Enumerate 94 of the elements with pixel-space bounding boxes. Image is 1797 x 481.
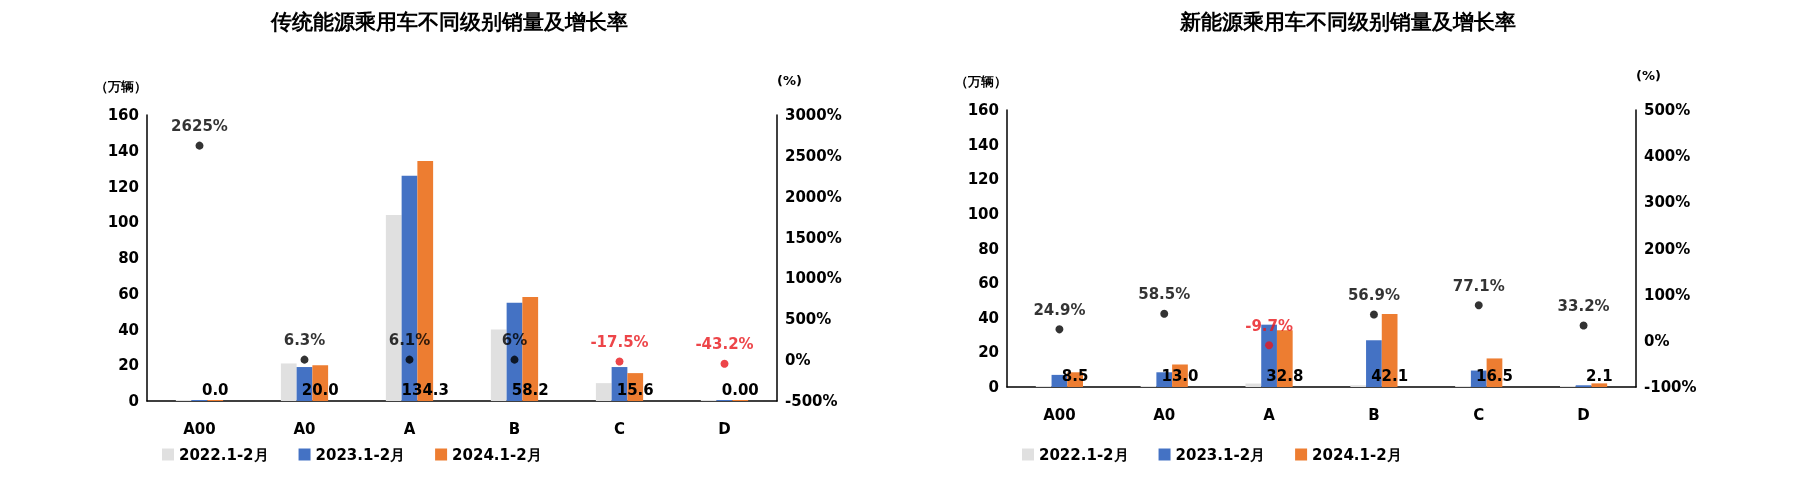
data-label: 13.0 xyxy=(1161,366,1199,385)
legend-label: 2024.1-2月 xyxy=(452,445,542,464)
point xyxy=(1369,310,1378,319)
x-tick-label: D xyxy=(718,419,731,438)
data-label: 6.1% xyxy=(388,331,431,350)
point xyxy=(615,357,624,366)
data-label: -43.2% xyxy=(695,335,754,354)
y2-tick-label: 500% xyxy=(1644,101,1691,119)
bar xyxy=(1591,383,1608,387)
x-tick-label: D xyxy=(1577,405,1590,424)
y2-tick-label: 100% xyxy=(1644,285,1691,304)
y-axis-title: （万辆） xyxy=(955,74,1007,89)
data-label: 0.00 xyxy=(721,380,759,399)
chart-title: 传统能源乘用车不同级别销量及增长率 xyxy=(269,9,628,34)
x-tick-label: B xyxy=(1368,405,1380,424)
y2-tick-label: 200% xyxy=(1644,239,1691,258)
data-label: -17.5% xyxy=(590,333,649,352)
y-tick-label: 60 xyxy=(118,284,139,303)
y-tick-label: 60 xyxy=(978,274,999,293)
data-label: 58.2 xyxy=(511,380,549,399)
point xyxy=(1474,301,1483,310)
y-tick-label: 100 xyxy=(107,213,139,232)
y-axis-title: （万辆） xyxy=(95,79,147,94)
y2-axis-title: (%) xyxy=(777,73,802,88)
point xyxy=(1265,341,1274,350)
data-label: -9.7% xyxy=(1245,316,1293,335)
data-label: 33.2% xyxy=(1557,297,1610,316)
x-tick-label: A xyxy=(403,419,416,438)
legend-label: 2022.1-2月 xyxy=(179,445,269,464)
x-tick-label: A0 xyxy=(1153,405,1176,424)
data-label: 58.5% xyxy=(1138,285,1191,304)
point xyxy=(720,359,729,368)
y2-tick-label: 2000% xyxy=(785,187,842,206)
x-tick-label: A00 xyxy=(183,419,216,438)
data-label: 134.3 xyxy=(401,380,449,399)
point xyxy=(300,355,309,364)
point xyxy=(1055,325,1064,334)
x-tick-label: A0 xyxy=(293,419,316,438)
y2-tick-label: 0% xyxy=(1644,331,1670,350)
y2-tick-label: 2500% xyxy=(785,146,842,165)
y2-tick-label: 3000% xyxy=(785,106,842,124)
data-label: 6.3% xyxy=(283,331,326,350)
y2-tick-label: -500% xyxy=(785,392,838,410)
point xyxy=(1160,309,1169,318)
y-tick-label: 40 xyxy=(978,308,999,327)
data-label: 2.1 xyxy=(1586,366,1613,385)
y-tick-label: 0 xyxy=(128,392,139,410)
x-tick-label: C xyxy=(613,419,626,438)
point xyxy=(195,141,204,150)
y-tick-label: 20 xyxy=(978,343,999,362)
x-tick-label: A00 xyxy=(1043,405,1076,424)
legend-label: 2023.1-2月 xyxy=(315,445,406,464)
legend-label: 2022.1-2月 xyxy=(1039,445,1129,464)
y2-tick-label: 400% xyxy=(1644,147,1691,166)
y2-tick-label: 1500% xyxy=(785,228,842,247)
point xyxy=(405,355,414,364)
data-label: 77.1% xyxy=(1452,276,1505,295)
x-tick-label: C xyxy=(1473,405,1485,424)
bar xyxy=(595,383,612,401)
data-label: 42.1 xyxy=(1371,366,1409,385)
chart-title: 新能源乘用车不同级别销量及增长率 xyxy=(1178,9,1516,34)
data-label: 20.0 xyxy=(301,380,339,399)
x-tick-label: B xyxy=(508,419,521,438)
y2-tick-label: 300% xyxy=(1644,193,1691,212)
y-tick-label: 140 xyxy=(107,141,139,160)
y-tick-label: 160 xyxy=(967,101,999,119)
y-tick-label: 120 xyxy=(107,177,139,196)
y-tick-label: 140 xyxy=(967,135,999,154)
x-tick-label: A xyxy=(1263,405,1276,424)
data-label: 24.9% xyxy=(1033,300,1086,319)
point xyxy=(1579,321,1588,330)
y2-tick-label: 1000% xyxy=(785,269,842,288)
data-label: 15.6 xyxy=(616,380,654,399)
y-tick-label: 120 xyxy=(967,170,999,189)
y-tick-label: 160 xyxy=(107,106,139,124)
bar xyxy=(280,363,297,401)
y2-tick-label: -100% xyxy=(1644,378,1697,396)
data-label: 16.5 xyxy=(1475,366,1513,385)
legend-label: 2024.1-2月 xyxy=(1312,445,1402,464)
y-tick-label: 80 xyxy=(118,249,139,267)
y2-tick-label: 500% xyxy=(785,310,832,329)
data-label: 0.0 xyxy=(201,380,229,399)
point xyxy=(510,355,519,364)
y-tick-label: 40 xyxy=(118,320,139,339)
legend-label: 2023.1-2月 xyxy=(1175,445,1266,464)
y2-axis-title: (%) xyxy=(1636,68,1661,83)
y2-tick-label: 0% xyxy=(785,351,811,370)
y-tick-label: 0 xyxy=(988,378,999,396)
y-tick-label: 80 xyxy=(978,239,999,258)
y-tick-label: 100 xyxy=(967,204,999,223)
data-label: 56.9% xyxy=(1347,286,1400,305)
data-label: 32.8 xyxy=(1266,366,1304,385)
data-label: 2625% xyxy=(171,117,228,136)
y-tick-label: 20 xyxy=(118,356,139,375)
